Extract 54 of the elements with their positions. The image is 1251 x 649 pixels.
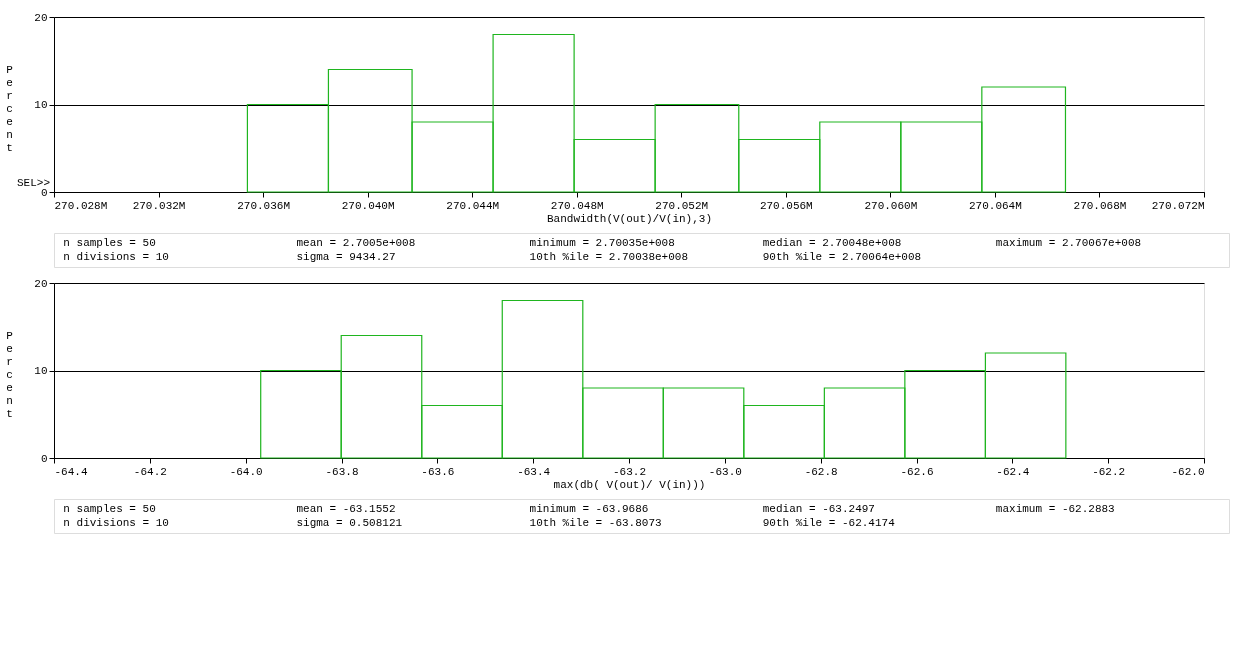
x-tick-label: -62.8 bbox=[804, 465, 838, 478]
x-tick-label: 270.048M bbox=[550, 199, 604, 212]
x-tick-label: -63.6 bbox=[421, 465, 455, 478]
text: sigma = 9434.27 bbox=[296, 251, 396, 264]
x-tick-label: -63.8 bbox=[325, 465, 359, 478]
text: SEL>> bbox=[16, 177, 50, 189]
text: sigma = 0.508121 bbox=[296, 517, 403, 530]
y-axis-title: Percent bbox=[6, 64, 14, 154]
x-tick-label: -63.2 bbox=[612, 465, 647, 478]
text: 90th %ile = 2.70064e+008 bbox=[762, 251, 922, 264]
y-tick-label: 10 bbox=[34, 365, 48, 377]
text: median = 2.70048e+008 bbox=[762, 236, 902, 249]
x-tick-label: 270.036M bbox=[237, 199, 290, 212]
text: 10th %ile = 2.70038e+008 bbox=[529, 251, 689, 264]
text: 90th %ile = -62.4174 bbox=[762, 517, 896, 530]
text: minimum = 2.70035e+008 bbox=[529, 236, 675, 249]
text: mean = -63.1552 bbox=[296, 502, 396, 515]
x-axis-title: Bandwidth(V(out)/V(in),3) bbox=[546, 212, 713, 225]
x-tick-label: 270.028M bbox=[54, 199, 108, 212]
x-tick-label: 270.072M bbox=[1151, 199, 1205, 212]
x-tick-label: -62.0 bbox=[1171, 465, 1205, 478]
text: n samples = 50 bbox=[63, 236, 156, 249]
x-tick-label: -64.0 bbox=[229, 465, 263, 478]
text: mean = 2.7005e+008 bbox=[296, 236, 416, 249]
x-tick-label: 270.064M bbox=[969, 199, 1022, 212]
x-tick-label: -62.6 bbox=[900, 465, 934, 478]
x-tick-label: 270.052M bbox=[655, 199, 709, 212]
y-tick-label: 0 bbox=[40, 452, 48, 465]
text: median = -63.2497 bbox=[762, 502, 875, 515]
y-axis-title: Percent bbox=[6, 330, 14, 420]
x-tick-label: 270.032M bbox=[132, 199, 186, 212]
text: n divisions = 10 bbox=[63, 517, 169, 530]
x-tick-label: -64.4 bbox=[54, 465, 88, 478]
x-tick-label: 270.060M bbox=[864, 199, 918, 212]
y-tick-label: 20 bbox=[34, 277, 48, 290]
x-tick-label: 270.068M bbox=[1073, 199, 1127, 212]
x-tick-label: 270.040M bbox=[341, 199, 395, 212]
text: minimum = -63.9686 bbox=[529, 502, 649, 515]
x-tick-label: -63.4 bbox=[517, 465, 551, 478]
text: n divisions = 10 bbox=[63, 251, 169, 264]
text: 10th %ile = -63.8073 bbox=[529, 517, 662, 530]
x-axis-title: max(db( V(out)/ V(in))) bbox=[553, 478, 706, 491]
text: n samples = 50 bbox=[63, 502, 156, 515]
y-tick-label: 20 bbox=[34, 11, 48, 24]
y-tick-label: 0 bbox=[40, 186, 48, 199]
x-tick-label: -62.2 bbox=[1092, 465, 1126, 478]
x-tick-label: 270.044M bbox=[446, 199, 500, 212]
x-tick-label: 270.056M bbox=[759, 199, 813, 212]
y-tick-label: 10 bbox=[34, 99, 48, 111]
x-tick-label: -64.2 bbox=[133, 465, 167, 478]
text: maximum = -62.2883 bbox=[995, 502, 1115, 515]
x-tick-label: -63.0 bbox=[708, 465, 742, 478]
text: maximum = 2.70067e+008 bbox=[995, 236, 1142, 249]
x-tick-label: -62.4 bbox=[996, 465, 1030, 478]
